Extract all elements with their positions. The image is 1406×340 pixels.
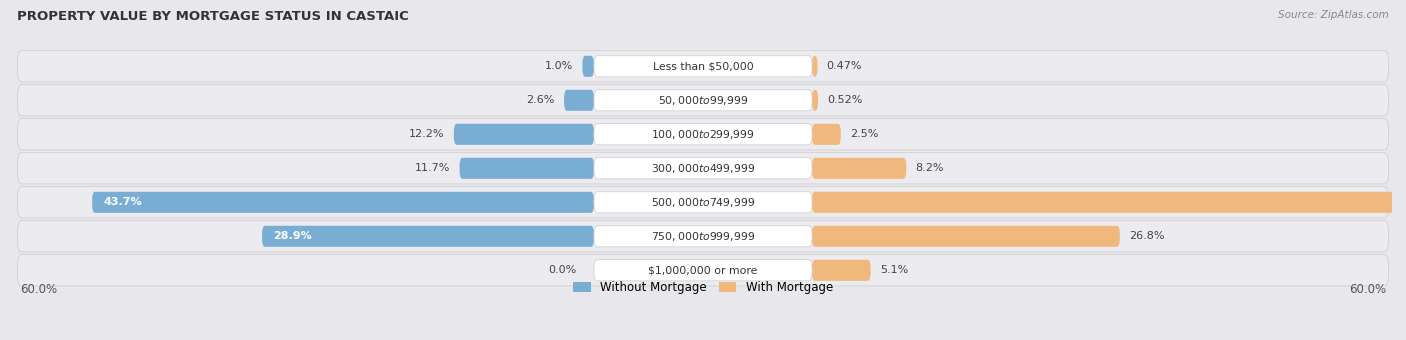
FancyBboxPatch shape [593,124,813,145]
FancyBboxPatch shape [17,119,1389,150]
Text: 2.6%: 2.6% [526,95,555,105]
FancyBboxPatch shape [593,192,813,213]
FancyBboxPatch shape [813,124,841,145]
Text: $50,000 to $99,999: $50,000 to $99,999 [658,94,748,107]
FancyBboxPatch shape [593,226,813,247]
Text: 28.9%: 28.9% [274,231,312,241]
FancyBboxPatch shape [17,153,1389,184]
FancyBboxPatch shape [813,56,817,77]
FancyBboxPatch shape [262,226,593,247]
Text: 26.8%: 26.8% [1129,231,1164,241]
FancyBboxPatch shape [17,51,1389,82]
FancyBboxPatch shape [17,255,1389,286]
Legend: Without Mortgage, With Mortgage: Without Mortgage, With Mortgage [568,276,838,299]
FancyBboxPatch shape [454,124,593,145]
FancyBboxPatch shape [813,158,907,179]
FancyBboxPatch shape [17,221,1389,252]
FancyBboxPatch shape [564,90,593,111]
FancyBboxPatch shape [17,187,1389,218]
Text: 43.7%: 43.7% [104,197,142,207]
FancyBboxPatch shape [460,158,593,179]
Text: 0.47%: 0.47% [827,61,862,71]
Text: $100,000 to $299,999: $100,000 to $299,999 [651,128,755,141]
Text: $300,000 to $499,999: $300,000 to $499,999 [651,162,755,175]
Text: 1.0%: 1.0% [546,61,574,71]
Text: 5.1%: 5.1% [880,265,908,275]
Text: 12.2%: 12.2% [409,129,444,139]
FancyBboxPatch shape [17,85,1389,116]
FancyBboxPatch shape [593,158,813,179]
Text: 11.7%: 11.7% [415,163,450,173]
Text: Less than $50,000: Less than $50,000 [652,61,754,71]
Text: 0.0%: 0.0% [548,265,576,275]
Text: Source: ZipAtlas.com: Source: ZipAtlas.com [1278,10,1389,20]
FancyBboxPatch shape [593,56,813,77]
FancyBboxPatch shape [593,90,813,111]
Text: 60.0%: 60.0% [20,283,56,296]
FancyBboxPatch shape [93,192,593,213]
FancyBboxPatch shape [813,90,818,111]
Text: 2.5%: 2.5% [851,129,879,139]
FancyBboxPatch shape [582,56,593,77]
FancyBboxPatch shape [813,260,870,281]
Text: $500,000 to $749,999: $500,000 to $749,999 [651,196,755,209]
Text: PROPERTY VALUE BY MORTGAGE STATUS IN CASTAIC: PROPERTY VALUE BY MORTGAGE STATUS IN CAS… [17,10,409,23]
Text: $1,000,000 or more: $1,000,000 or more [648,265,758,275]
FancyBboxPatch shape [593,260,813,281]
FancyBboxPatch shape [813,226,1119,247]
Text: 0.52%: 0.52% [827,95,863,105]
Text: $750,000 to $999,999: $750,000 to $999,999 [651,230,755,243]
FancyBboxPatch shape [813,192,1406,213]
Text: 60.0%: 60.0% [1350,283,1386,296]
Text: 8.2%: 8.2% [915,163,943,173]
